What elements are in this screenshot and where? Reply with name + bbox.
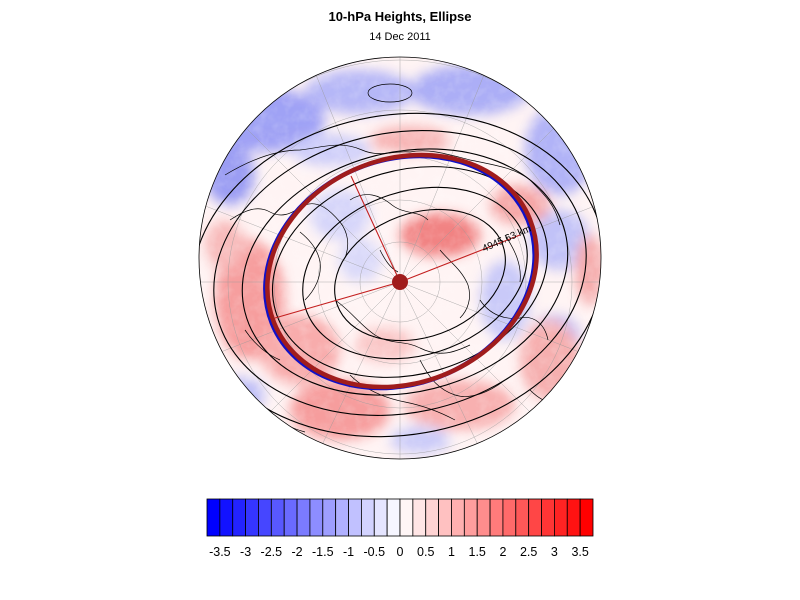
colorbar-box: [348, 498, 362, 537]
colorbar-box: [296, 498, 311, 537]
colorbar-box: [232, 498, 247, 537]
ellipse-axes: [274, 175, 521, 319]
colorbar-tick-label: 3.5: [571, 545, 588, 559]
colorbar-box: [258, 498, 272, 537]
colorbar-tick-label: 2.5: [520, 545, 537, 559]
colorbar-box: [502, 498, 517, 537]
colorbar-box: [245, 498, 259, 537]
colorbar-box: [309, 498, 324, 537]
colorbar-box: [270, 498, 285, 537]
map-boundary: [198, 56, 602, 460]
colorbar-box: [412, 498, 427, 537]
colorbar-box: [515, 498, 530, 537]
colorbar-box: [283, 498, 298, 537]
fitted-ellipse: [265, 152, 539, 390]
colorbar-tick-label: 2: [499, 545, 506, 559]
colorbar-box: [206, 498, 221, 537]
colorbar-tick-label: -2.5: [261, 545, 283, 559]
colorbar-box: [373, 498, 388, 537]
colorbar-box: [541, 498, 555, 537]
colorbar-tick-label: 3: [551, 545, 558, 559]
colorbar-tick-label: -1.5: [312, 545, 334, 559]
colorbar-box: [360, 498, 375, 537]
colorbar-tick-label: -3: [240, 545, 251, 559]
colorbar-box: [219, 498, 234, 537]
colorbar-box: [554, 498, 568, 537]
colorbar-box: [489, 498, 504, 537]
map-date: 14 Dec 2011: [369, 31, 431, 43]
colorbar-boxes: [206, 498, 594, 537]
colorbar-tick-label: -0.5: [363, 545, 385, 559]
colorbar-box: [386, 498, 401, 537]
colorbar-tick-label: -1: [343, 545, 354, 559]
colorbar-tick-label: 1.5: [469, 545, 486, 559]
colorbar-box: [399, 498, 414, 537]
colorbar-box: [528, 498, 542, 537]
colorbar-box: [425, 498, 440, 537]
colorbar-tick-label: 1: [448, 545, 455, 559]
colorbar-tick-label: 0.5: [417, 545, 434, 559]
colorbar-tick-labels: -3.5 -3 -2.5 -2 -1.5 -1 -0.5 0 0.5 1 1.5 2 2.5 3 3.5: [209, 545, 589, 559]
colorbar-tick-label: 0: [397, 545, 404, 559]
colorbar-box: [335, 498, 349, 537]
colorbar-box: [322, 498, 337, 537]
ellipse-center-marker: [392, 274, 408, 290]
colorbar-tick-label: -2: [292, 545, 303, 559]
colorbar-box: [463, 498, 478, 537]
colorbar-box: [579, 498, 594, 537]
height-contours: [199, 112, 601, 438]
colorbar-box: [451, 498, 465, 537]
map-title: 10-hPa Heights, Ellipse: [328, 9, 472, 24]
colorbar-box: [566, 498, 581, 537]
colorbar-box: [476, 498, 491, 537]
colorbar-box: [438, 498, 452, 537]
colorbar-tick-label: -3.5: [209, 545, 231, 559]
